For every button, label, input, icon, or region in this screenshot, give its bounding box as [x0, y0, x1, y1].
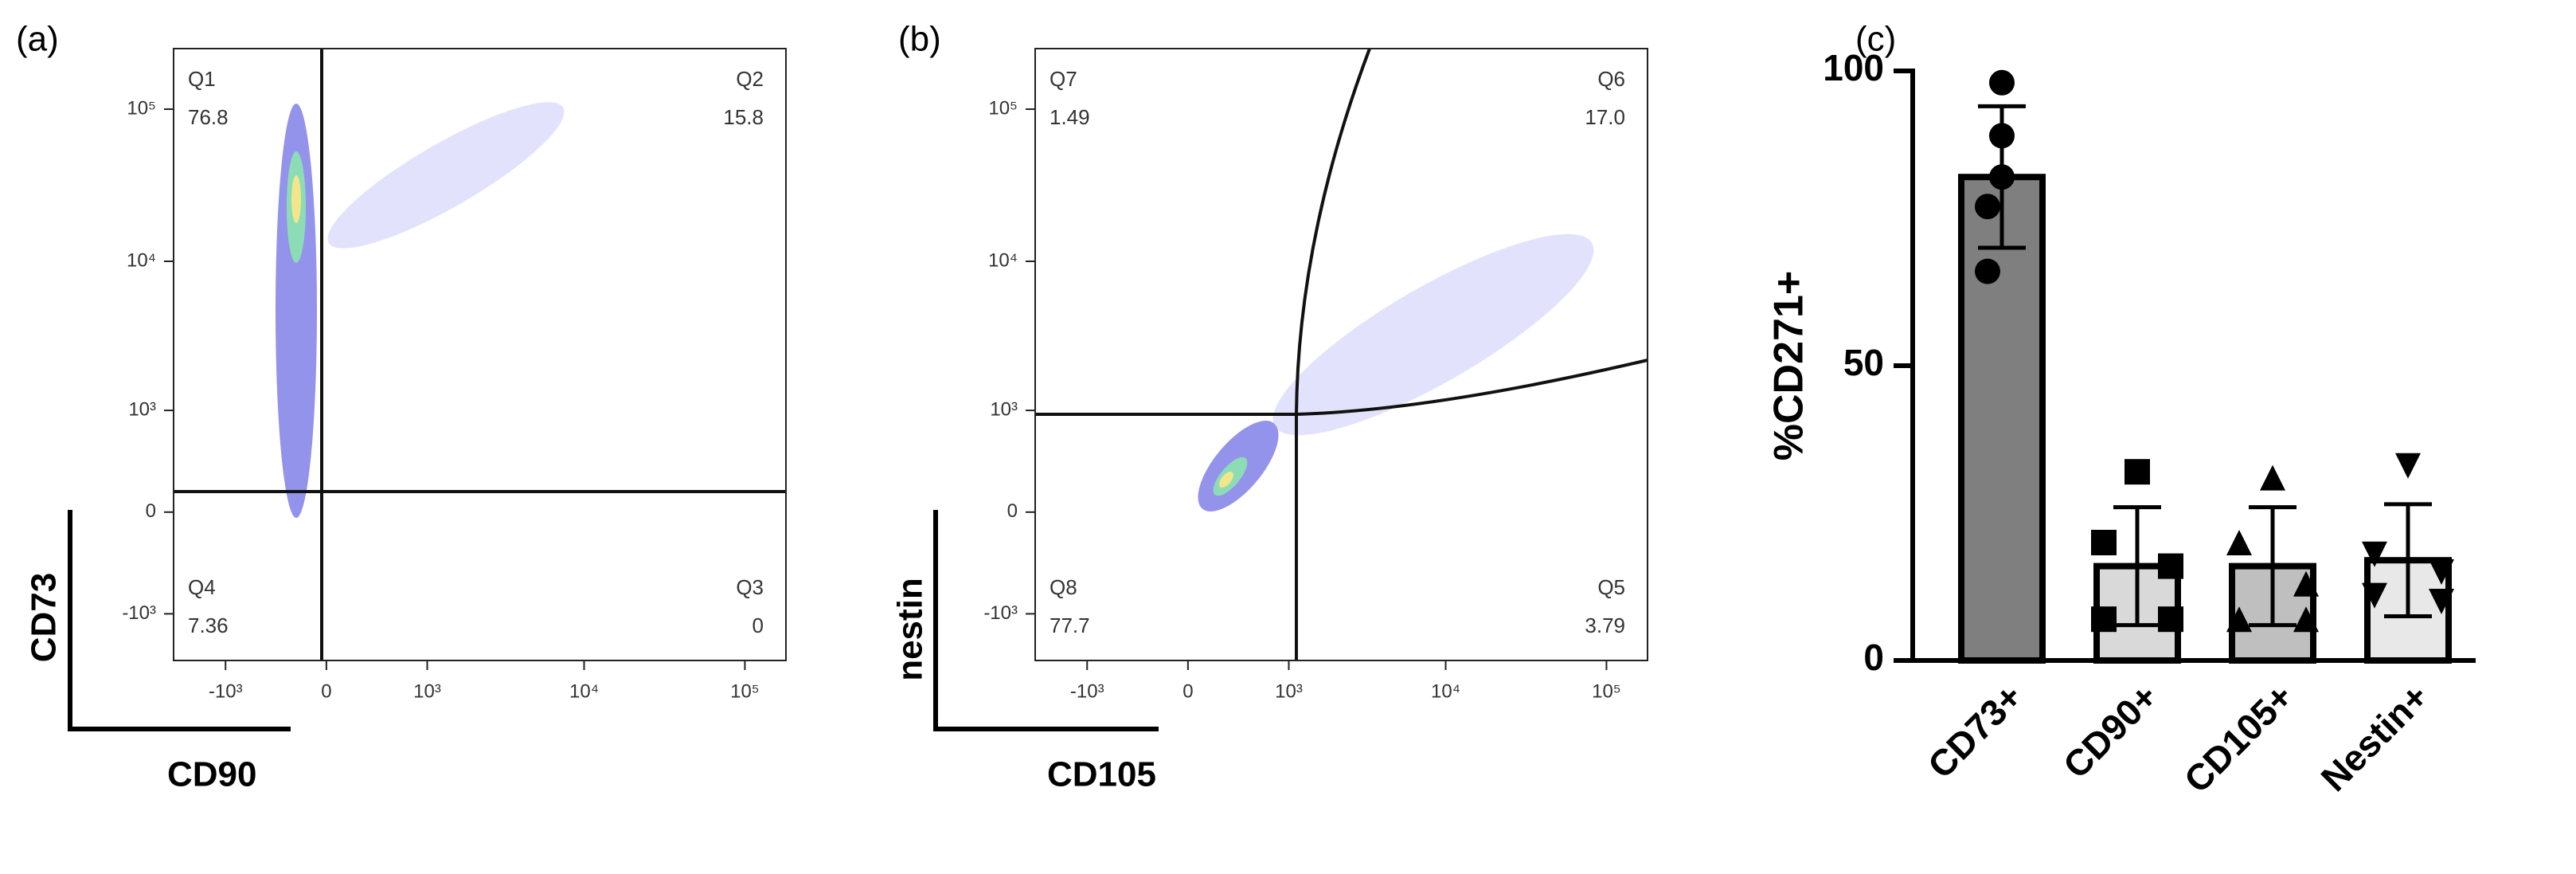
data-point [2362, 582, 2387, 609]
data-point [2293, 570, 2319, 597]
panel-label: (a) [16, 20, 59, 59]
error-bar [2384, 502, 2432, 618]
data-point [2091, 530, 2117, 555]
data-point [2429, 589, 2454, 614]
x-tick-label: 10⁵ [730, 680, 760, 702]
axis-bracket [68, 510, 1159, 731]
data-point [1975, 258, 2000, 284]
quadrant-name: Q7 [1050, 67, 1077, 91]
data-point [1989, 123, 2015, 149]
gate [174, 48, 1648, 660]
x-tick-label: 0 [1182, 680, 1193, 702]
x-tick-label: 10³ [413, 680, 441, 702]
y-tick-label: 100 [1823, 47, 1884, 88]
x-tick-label: Nestin+ [2312, 676, 2436, 799]
data-point [2293, 606, 2319, 633]
quadrant-percent: 7.36 [188, 613, 229, 637]
quadrant-name: Q6 [1597, 67, 1625, 91]
quadrant-percent: 0 [752, 613, 764, 637]
y-tick-label: 0 [146, 500, 156, 522]
y-tick-label: 10³ [128, 398, 156, 420]
x-tick-label: 10⁴ [1431, 680, 1460, 702]
panel-label: (c) [1855, 20, 1896, 59]
y-axis-label: nestin [891, 578, 930, 681]
data-point [2395, 453, 2421, 479]
quadrant-name: Q8 [1050, 575, 1077, 599]
x-tick-label: -10³ [209, 680, 243, 702]
quadrant-name: Q1 [188, 67, 216, 91]
x-tick-label: 10⁵ [1592, 680, 1621, 702]
y-tick-label: 10⁵ [127, 97, 156, 119]
quadrant-percent: 77.7 [1050, 613, 1090, 637]
x-tick-label: 10⁴ [569, 680, 599, 702]
data-point [1989, 164, 2015, 190]
y-axis-label: %CD271+ [1766, 271, 1812, 461]
y-tick-label: -10³ [122, 602, 156, 624]
x-axis-label: CD90 [167, 755, 257, 794]
quadrant-percent: 1.49 [1050, 105, 1090, 129]
quadrant-percent: 3.79 [1585, 613, 1625, 637]
x-tick-label: 10³ [1275, 680, 1303, 702]
data-point [2260, 464, 2285, 491]
cell-cloud [276, 102, 1594, 518]
quadrant-percent: 17.0 [1585, 105, 1625, 129]
error-bar [2249, 505, 2297, 628]
y-tick-label: 0 [1007, 500, 1018, 522]
x-tick-label: CD105+ [2176, 676, 2301, 801]
y-tick-label: 50 [1843, 342, 1884, 383]
quadrant-percent: 15.8 [723, 105, 764, 129]
y-axis-label: CD73 [25, 573, 64, 663]
x-tick-label: CD90+ [2055, 676, 2166, 786]
panel-label: (b) [898, 20, 941, 59]
y-tick-label: 10⁵ [988, 97, 1018, 119]
x-tick-label: 0 [321, 680, 331, 702]
data-point [1975, 194, 2000, 220]
x-axis-label: CD105 [1047, 755, 1156, 794]
plot-frame [173, 48, 787, 661]
quadrant-percent: 76.8 [188, 105, 229, 129]
data-point [2158, 553, 2183, 579]
data-point [2226, 606, 2252, 633]
quadrant-name: Q2 [736, 67, 764, 91]
quadrant-name: Q4 [188, 575, 216, 599]
error-bar [2113, 505, 2161, 628]
data-point [2091, 606, 2117, 633]
quadrant-name: Q3 [736, 575, 764, 599]
data-point [1989, 69, 2015, 96]
y-tick-label: 10³ [990, 398, 1018, 420]
plot-frame [1034, 48, 1648, 661]
y-tick-label: 0 [1863, 637, 1884, 678]
data-point [2158, 606, 2183, 633]
data-point [2362, 541, 2387, 567]
y-tick-label: 10⁴ [127, 249, 156, 271]
y-tick-label: 10⁴ [988, 249, 1018, 271]
y-tick-label: -10³ [983, 602, 1018, 624]
x-tick-label: CD73+ [1920, 676, 2031, 786]
x-tick-label: -10³ [1070, 680, 1104, 702]
quadrant-name: Q5 [1597, 575, 1625, 599]
data-point [2226, 530, 2252, 555]
data-point [2429, 559, 2454, 585]
data-point [2125, 459, 2150, 485]
